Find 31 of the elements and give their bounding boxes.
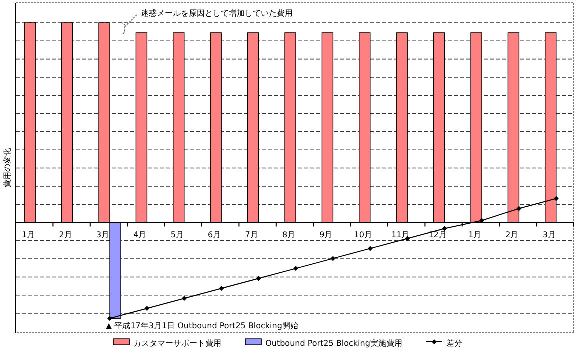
x-tick-label: 4月: [134, 230, 147, 240]
legend-label: Outbound Port25 Blocking実施費用: [266, 339, 402, 348]
point: [554, 196, 559, 202]
point: [442, 226, 448, 232]
point: [368, 246, 373, 252]
y-axis-title: 費用の変化: [3, 148, 12, 188]
x-tick-label: 7月: [245, 230, 258, 240]
point: [219, 286, 224, 292]
point: [182, 296, 187, 302]
x-tick-label: 1月: [468, 230, 482, 240]
point: [294, 266, 298, 272]
x-tick-label: 3月: [96, 230, 110, 240]
x-tick-label: 2月: [506, 230, 519, 240]
x-tick-label: 8月: [282, 230, 296, 240]
x-tick-label: 6月: [208, 230, 222, 240]
x-tick-label: 5月: [170, 230, 184, 240]
text: 迷惑メールを原因として増加していた費用: [141, 8, 293, 18]
point: [516, 206, 522, 212]
x-tick-label: 2月: [59, 230, 72, 240]
text: ▲ 平成17年3月1日 Outbound Port25 Blocking開始: [106, 322, 298, 331]
legend-label: カスタマーサポート費用: [134, 339, 222, 348]
point: [256, 276, 262, 282]
point: [330, 256, 336, 262]
legend-label: 差分: [446, 339, 462, 348]
point: [108, 316, 112, 322]
x-tick-label: 3月: [542, 230, 556, 240]
x-tick-label: 10月: [354, 230, 372, 240]
point: [144, 306, 150, 312]
x-tick-label: 1月: [22, 230, 36, 240]
x-tick-label: 9月: [320, 230, 333, 240]
x-tick-label: 12月: [428, 230, 447, 240]
